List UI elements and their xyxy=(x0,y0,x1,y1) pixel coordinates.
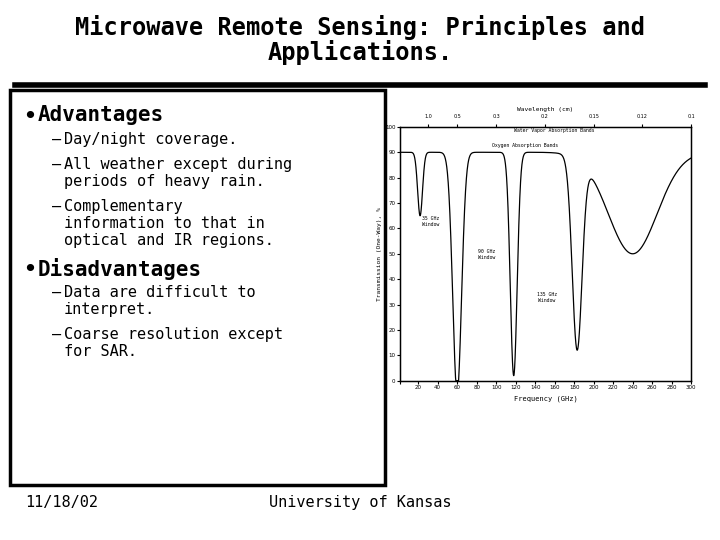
Text: information to that in: information to that in xyxy=(64,216,265,231)
X-axis label: Frequency (GHz): Frequency (GHz) xyxy=(513,395,577,402)
Text: –: – xyxy=(52,285,61,300)
Text: –: – xyxy=(52,199,61,214)
Text: Water Vapor Absorption Bands: Water Vapor Absorption Bands xyxy=(514,128,595,133)
Text: 35 GHz
Window: 35 GHz Window xyxy=(422,215,439,227)
Text: University of Kansas: University of Kansas xyxy=(269,495,451,510)
Text: 135 GHz
Window: 135 GHz Window xyxy=(537,292,557,302)
Text: periods of heavy rain.: periods of heavy rain. xyxy=(64,174,265,189)
Bar xyxy=(10,90,385,485)
Text: •: • xyxy=(22,258,37,282)
Text: –: – xyxy=(52,132,61,147)
Text: for SAR.: for SAR. xyxy=(64,344,137,359)
Text: optical and IR regions.: optical and IR regions. xyxy=(64,233,274,248)
Text: Coarse resolution except: Coarse resolution except xyxy=(64,327,283,342)
Text: –: – xyxy=(52,157,61,172)
Text: All weather except during: All weather except during xyxy=(64,157,292,172)
Text: 90 GHz
Window: 90 GHz Window xyxy=(478,249,495,260)
Text: Oxygen Absorption Bands: Oxygen Absorption Bands xyxy=(492,143,559,148)
X-axis label: Wavelength (cm): Wavelength (cm) xyxy=(517,107,574,112)
Text: Microwave Remote Sensing: Principles and: Microwave Remote Sensing: Principles and xyxy=(75,15,645,40)
Text: interpret.: interpret. xyxy=(64,302,156,317)
Text: –: – xyxy=(52,327,61,342)
Text: Applications.: Applications. xyxy=(267,40,453,65)
Text: Advantages: Advantages xyxy=(38,105,164,125)
Text: Disadvantages: Disadvantages xyxy=(38,258,202,280)
Text: Day/night coverage.: Day/night coverage. xyxy=(64,132,238,147)
Y-axis label: Transmission (One-Way), %: Transmission (One-Way), % xyxy=(377,207,382,301)
Text: Complementary: Complementary xyxy=(64,199,183,214)
Text: 11/18/02: 11/18/02 xyxy=(25,495,98,510)
Text: •: • xyxy=(22,105,37,129)
Text: Data are difficult to: Data are difficult to xyxy=(64,285,256,300)
